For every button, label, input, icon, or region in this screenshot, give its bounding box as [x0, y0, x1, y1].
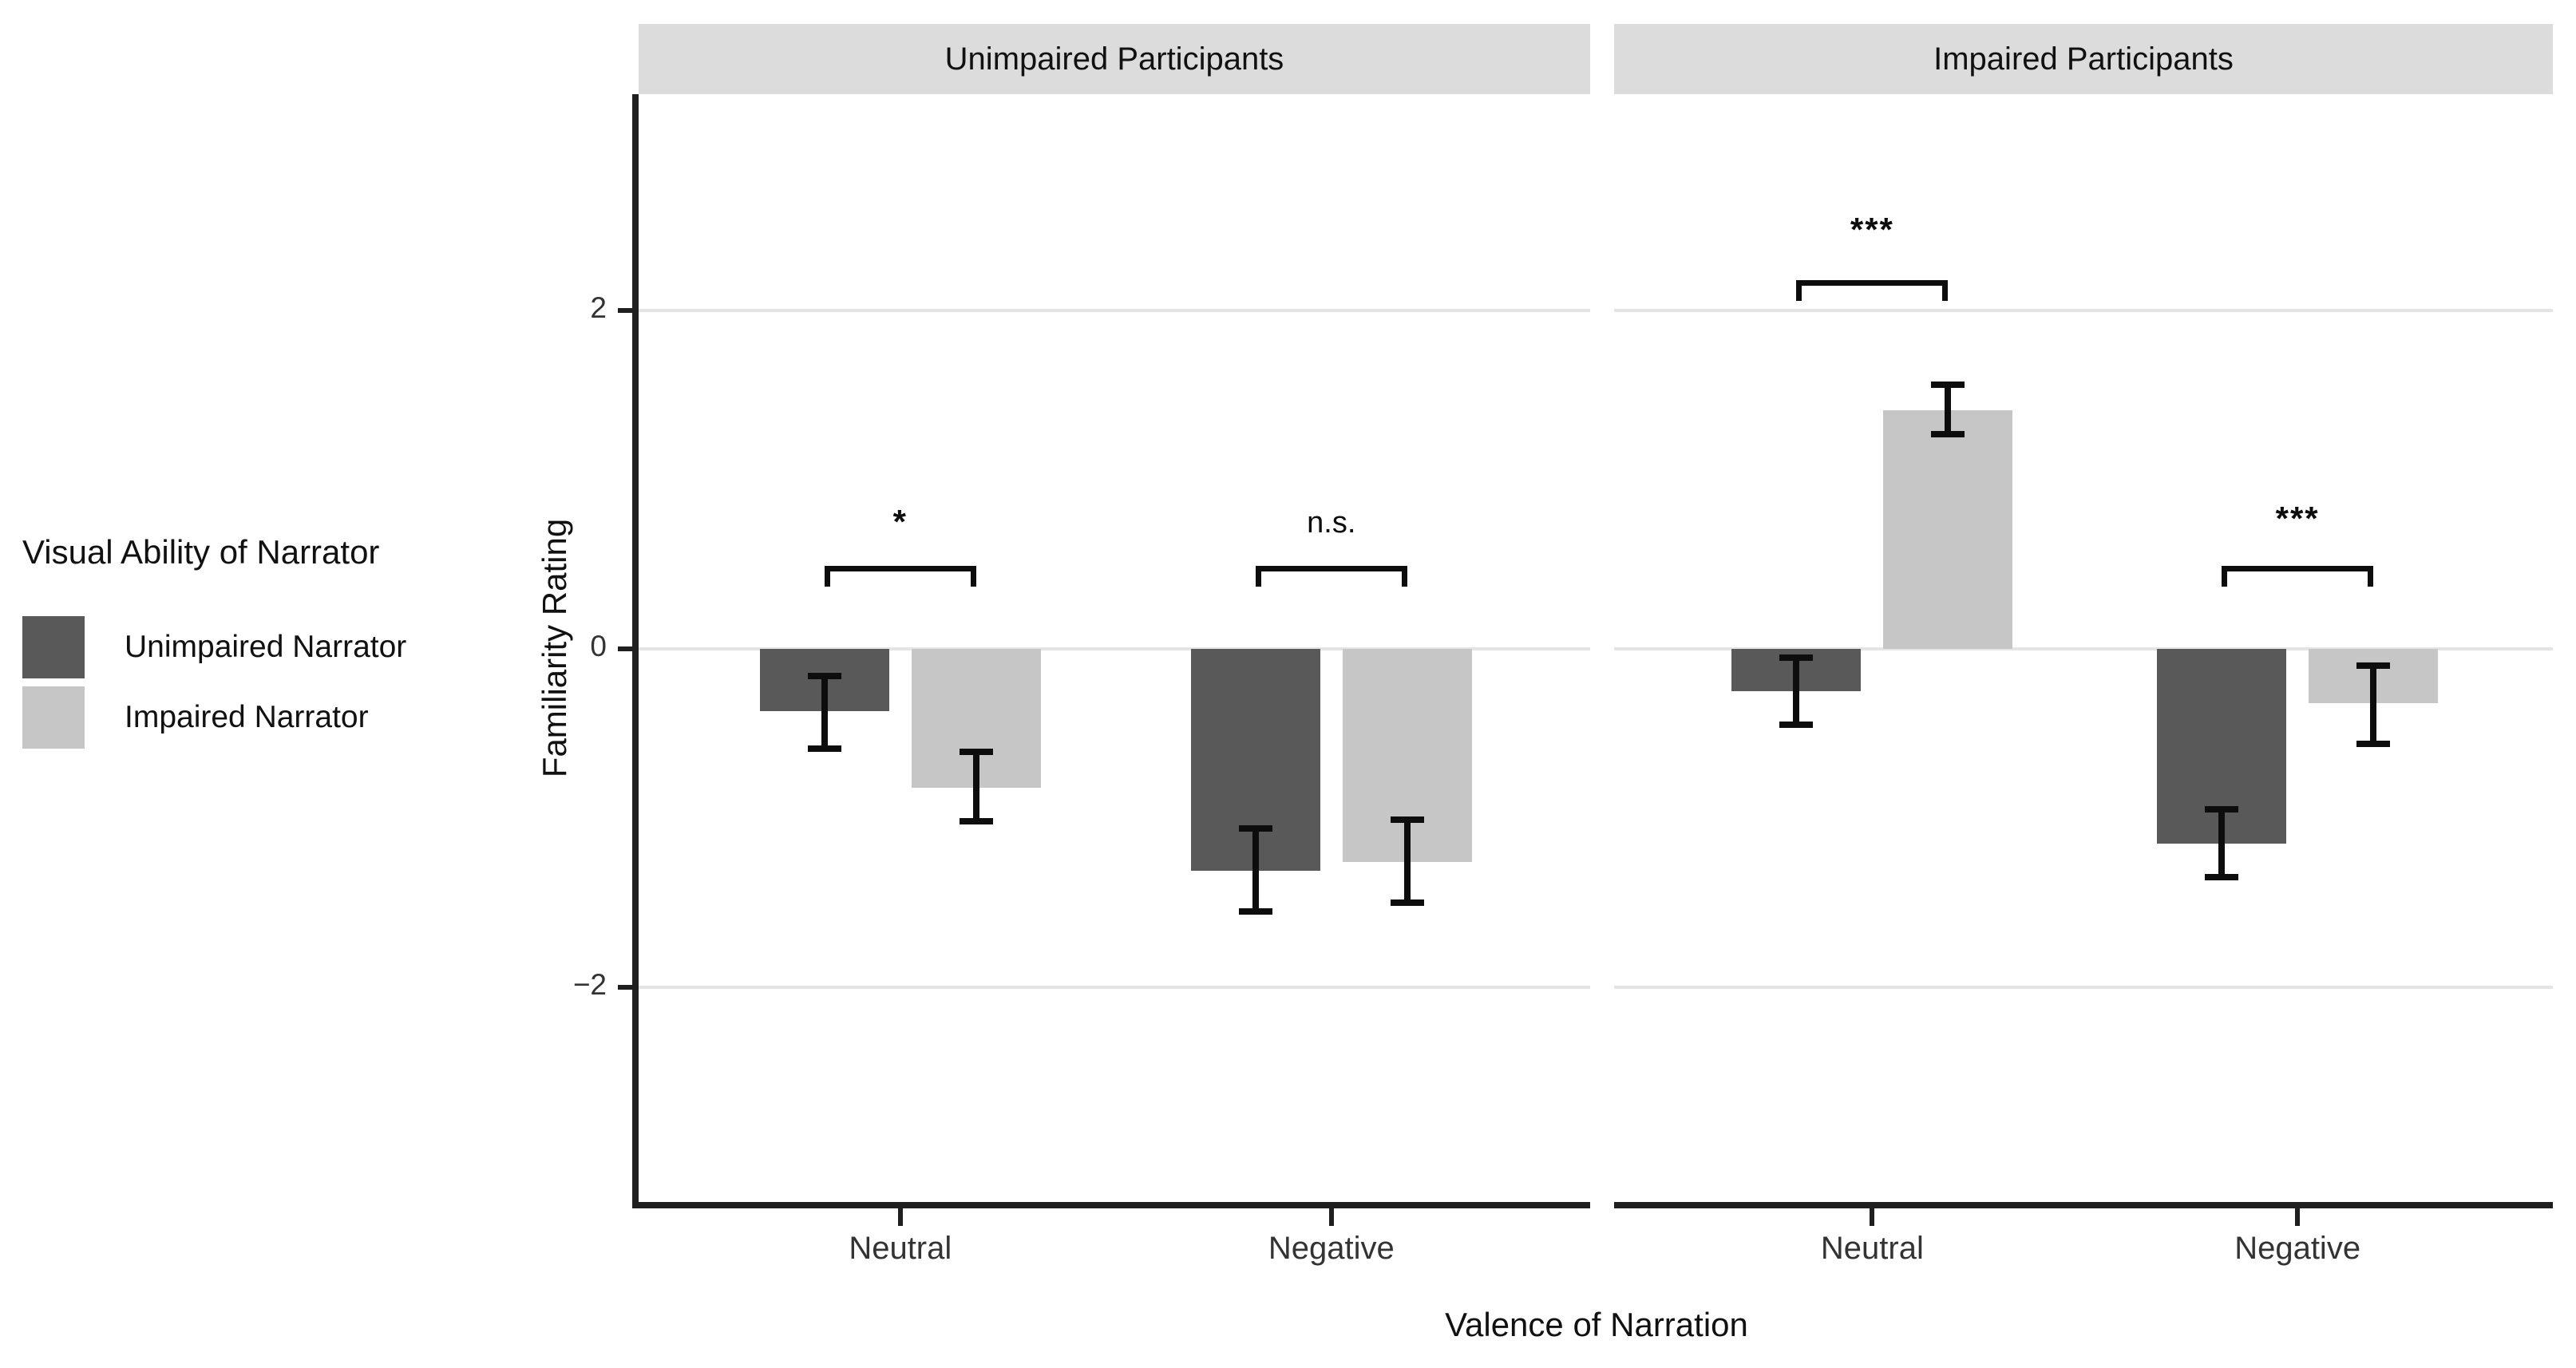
error-bar-line — [2218, 809, 2226, 878]
sig-bracket — [1796, 280, 1949, 287]
sig-label: *** — [1850, 210, 1894, 248]
legend-item-impaired: Impaired Narrator — [22, 686, 369, 749]
error-bar-line — [2370, 666, 2377, 744]
sig-bracket-end — [824, 566, 830, 587]
error-bar-cap-bottom — [2205, 874, 2239, 881]
sig-bracket-end — [970, 566, 976, 587]
error-bar-cap-top — [2356, 662, 2391, 670]
error-bar-line — [972, 752, 979, 822]
error-bar-cap-bottom — [1779, 722, 1814, 729]
sig-bracket-end — [1255, 566, 1261, 587]
y-tick — [618, 646, 639, 652]
y-tick — [618, 984, 639, 990]
bar-impaired-narrator — [1883, 410, 2013, 650]
sig-bracket-end — [2222, 566, 2228, 587]
gridline — [1614, 647, 2553, 651]
legend: Visual Ability of Narrator Unimpaired Na… — [22, 533, 406, 749]
facet-strip: Impaired Participants — [1614, 24, 2553, 94]
error-bar-cap-top — [1390, 816, 1424, 824]
sig-bracket — [2222, 566, 2374, 572]
facet-strip-label: Impaired Participants — [1933, 41, 2234, 77]
x-tick-label: Neutral — [1820, 1231, 1924, 1266]
error-bar-cap-top — [1931, 382, 1965, 389]
x-tick-label: Neutral — [849, 1231, 952, 1266]
x-tick-label: Negative — [1268, 1231, 1395, 1266]
y-tick-label: 2 — [590, 291, 607, 325]
error-bar-line — [821, 675, 828, 749]
x-axis-line — [1614, 1202, 2553, 1208]
sig-bracket-end — [1796, 280, 1802, 302]
y-tick-label: 0 — [590, 630, 607, 663]
sig-bracket — [824, 566, 976, 572]
sig-bracket-end — [1942, 280, 1949, 302]
x-tick — [1870, 1208, 1875, 1226]
legend-item-unimpaired: Unimpaired Narrator — [22, 616, 406, 678]
facet-strip: Unimpaired Participants — [639, 24, 1590, 94]
error-bar-cap-bottom — [1238, 907, 1272, 915]
error-bar-cap-top — [1779, 654, 1814, 661]
legend-swatch-impaired-icon — [22, 686, 85, 749]
gridline — [639, 985, 1590, 989]
error-bar-cap-bottom — [807, 745, 841, 753]
error-bar-cap-bottom — [2356, 740, 2391, 747]
x-tick — [1328, 1208, 1334, 1226]
facet-strip-label: Unimpaired Participants — [944, 41, 1284, 77]
sig-bracket-end — [1401, 566, 1407, 587]
x-tick — [2295, 1208, 2301, 1226]
legend-item-label: Impaired Narrator — [125, 700, 369, 734]
sig-label: * — [892, 503, 908, 541]
error-bar-cap-bottom — [959, 818, 993, 825]
error-bar-line — [1252, 828, 1259, 911]
x-axis-title: Valence of Narration — [1445, 1306, 1748, 1343]
gridline — [1614, 309, 2553, 313]
legend-item-label: Unimpaired Narrator — [125, 630, 407, 664]
error-bar-cap-top — [959, 749, 993, 756]
y-tick-label: −2 — [572, 967, 607, 1001]
error-bar-cap-top — [1238, 824, 1272, 832]
error-bar-cap-bottom — [1931, 430, 1965, 437]
legend-title: Visual Ability of Narrator — [22, 533, 380, 571]
gridline — [639, 309, 1590, 313]
y-axis-line — [632, 94, 639, 1208]
error-bar-line — [1793, 657, 1800, 726]
x-tick — [897, 1208, 903, 1226]
y-tick — [618, 308, 639, 314]
gridline — [639, 647, 1590, 651]
sig-bracket — [1255, 566, 1407, 572]
error-bar-cap-bottom — [1390, 899, 1424, 906]
error-bar-cap-top — [2205, 806, 2239, 813]
x-axis-line — [639, 1202, 1590, 1208]
legend-swatch-unimpaired-icon — [22, 616, 85, 678]
error-bar-line — [1945, 385, 1952, 434]
error-bar-line — [1403, 820, 1411, 903]
gridline — [1614, 985, 2553, 989]
sig-label: n.s. — [1307, 506, 1356, 540]
x-tick-label: Negative — [2234, 1231, 2361, 1266]
error-bar-cap-top — [807, 672, 841, 679]
sig-label: *** — [2275, 500, 2320, 537]
sig-bracket-end — [2368, 566, 2374, 587]
